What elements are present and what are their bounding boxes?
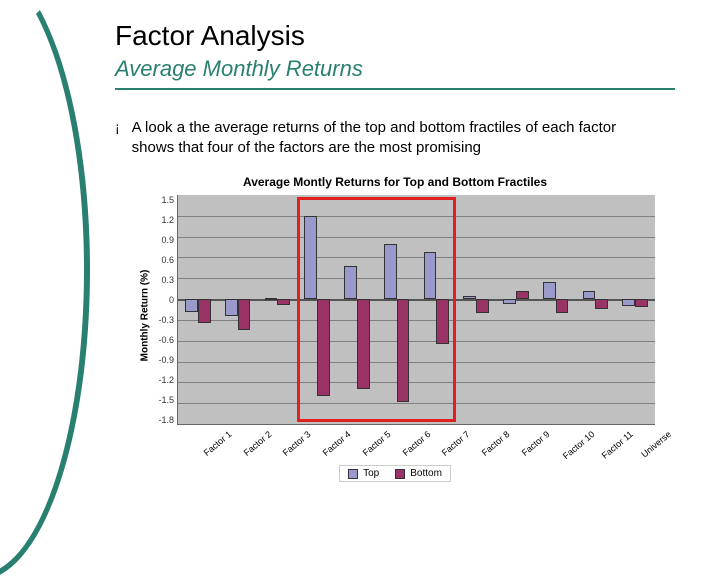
bar-top <box>583 291 596 299</box>
y-tick-label: -1.5 <box>153 395 174 405</box>
legend-label-bottom: Bottom <box>410 468 442 479</box>
y-tick-label: -1.8 <box>153 415 174 425</box>
bar-top <box>622 299 635 306</box>
y-tick-label: 0.9 <box>153 235 174 245</box>
legend-item-top: Top <box>348 468 379 479</box>
y-tick-label: 0.6 <box>153 255 174 265</box>
bar-bottom <box>595 299 608 309</box>
chart-title: Average Montly Returns for Top and Botto… <box>135 175 655 189</box>
bar-bottom <box>317 299 330 396</box>
y-tick-label: -0.6 <box>153 335 174 345</box>
slide-accent-arc <box>0 0 90 580</box>
y-tick-label: -0.3 <box>153 315 174 325</box>
bar-bottom <box>238 299 251 330</box>
x-tick-label: Factor 11 <box>600 429 635 461</box>
slide-title: Factor Analysis <box>115 20 700 52</box>
grid-line <box>178 362 655 363</box>
bullet-text: A look a the average returns of the top … <box>132 118 652 157</box>
grid-line <box>178 403 655 404</box>
bar-top <box>503 299 516 304</box>
y-tick-label: -0.9 <box>153 355 174 365</box>
x-tick-label: Universe <box>639 429 673 459</box>
bullet-row: ¡ A look a the average returns of the to… <box>115 118 700 157</box>
x-tick-label: Factor 2 <box>241 429 273 458</box>
grid-line <box>178 237 655 238</box>
bar-bottom <box>357 299 370 389</box>
y-tick-label: -1.2 <box>153 375 174 385</box>
bar-top <box>265 298 278 300</box>
bar-bottom <box>635 299 648 307</box>
y-tick-label: 0 <box>153 295 174 305</box>
bar-top <box>304 216 317 299</box>
grid-line <box>178 216 655 217</box>
slide-subtitle: Average Monthly Returns <box>115 56 700 82</box>
chart-legend: Top Bottom <box>339 465 451 482</box>
x-tick-label: Factor 3 <box>281 429 313 458</box>
bar-bottom <box>476 299 489 313</box>
x-tick-label: Factor 1 <box>202 429 234 458</box>
chart-plot-area: Factor 1Factor 2Factor 3Factor 4Factor 5… <box>177 195 655 425</box>
slide-content: Factor Analysis Average Monthly Returns … <box>115 20 700 482</box>
grid-line <box>178 341 655 342</box>
y-axis-ticks: 1.5 1.2 0.9 0.6 0.3 0 -0.3 -0.6 -0.9 -1.2 -1.5 -1.8 <box>153 195 177 425</box>
x-tick-label: Factor 10 <box>561 429 597 461</box>
bar-top <box>543 282 556 299</box>
bar-bottom <box>556 299 569 313</box>
y-axis-label-wrap: Monthly Return (%) <box>135 195 153 425</box>
title-divider <box>115 88 675 90</box>
y-tick-label: 0.3 <box>153 275 174 285</box>
grid-line <box>178 257 655 258</box>
bar-top <box>344 266 357 299</box>
legend-label-top: Top <box>363 468 379 479</box>
bar-top <box>463 296 476 299</box>
grid-line <box>178 278 655 279</box>
grid-line <box>178 382 655 383</box>
x-tick-label: Factor 5 <box>361 429 393 458</box>
bar-top <box>225 299 238 316</box>
bar-bottom <box>277 299 290 305</box>
legend-item-bottom: Bottom <box>395 468 442 479</box>
bar-top <box>424 252 437 299</box>
legend-swatch-bottom <box>395 469 405 479</box>
chart-container: Average Montly Returns for Top and Botto… <box>135 175 655 482</box>
y-tick-label: 1.5 <box>153 195 174 205</box>
y-tick-label: 1.2 <box>153 215 174 225</box>
bar-bottom <box>436 299 449 344</box>
y-axis-label: Monthly Return (%) <box>140 246 151 386</box>
bar-bottom <box>198 299 211 323</box>
bar-top <box>185 299 198 311</box>
bar-bottom <box>397 299 410 402</box>
x-tick-label: Factor 7 <box>440 429 472 458</box>
chart-outer: Monthly Return (%) 1.5 1.2 0.9 0.6 0.3 0 -0.3 -… <box>135 195 655 425</box>
x-tick-label: Factor 8 <box>480 429 512 458</box>
x-tick-label: Factor 4 <box>321 429 353 458</box>
bullet-marker: ¡ <box>115 118 120 157</box>
x-tick-label: Factor 9 <box>520 429 552 458</box>
x-tick-label: Factor 6 <box>400 429 432 458</box>
legend-swatch-top <box>348 469 358 479</box>
bar-bottom <box>516 291 529 299</box>
bar-top <box>384 244 397 300</box>
